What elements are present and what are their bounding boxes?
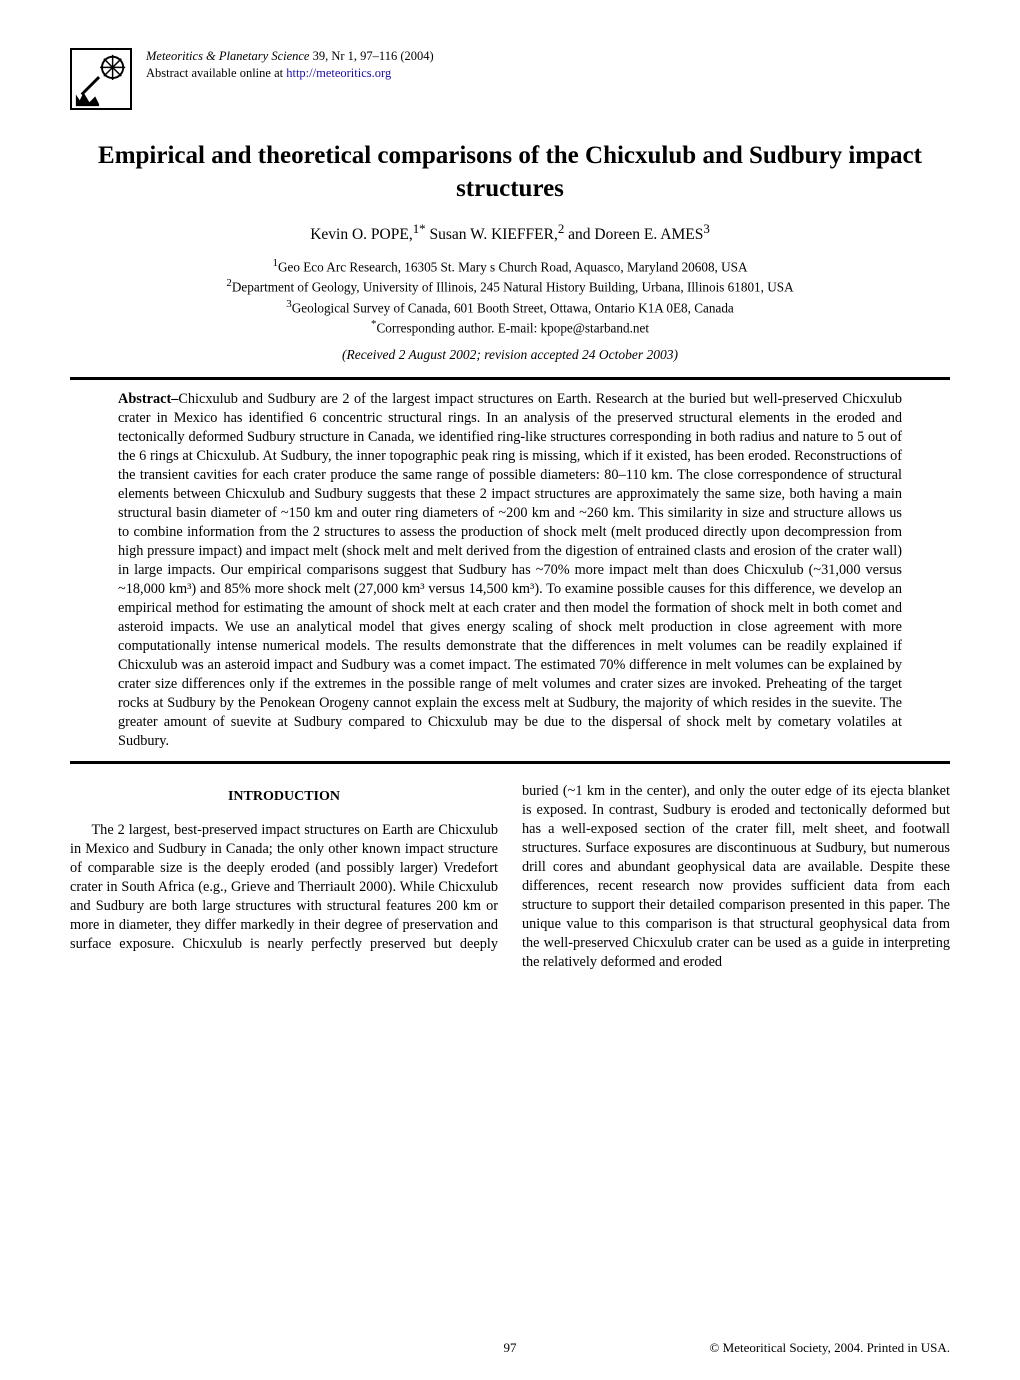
affiliation-2: Department of Geology, University of Ill… xyxy=(232,280,794,295)
affiliation-1: Geo Eco Arc Research, 16305 St. Mary s C… xyxy=(278,260,748,275)
journal-name: Meteoritics & Planetary Science xyxy=(146,49,309,63)
journal-citation: Meteoritics & Planetary Science 39, Nr 1… xyxy=(146,48,434,82)
paper-title: Empirical and theoretical comparisons of… xyxy=(70,140,950,205)
rule-divider xyxy=(70,377,950,380)
affiliation-3: Geological Survey of Canada, 601 Booth S… xyxy=(292,300,734,315)
abstract-label: Abstract– xyxy=(118,391,178,407)
abstract-block: Abstract–Chicxulub and Sudbury are 2 of … xyxy=(70,390,950,751)
journal-volume: 39, Nr 1, 97–116 (2004) xyxy=(313,49,434,63)
received-dates: (Received 2 August 2002; revision accept… xyxy=(70,347,950,363)
page-number: 97 xyxy=(504,1340,517,1356)
journal-logo xyxy=(70,48,132,110)
abstract-text: Chicxulub and Sudbury are 2 of the large… xyxy=(118,391,902,749)
intro-paragraph: The 2 largest, best-preserved impact str… xyxy=(70,782,950,972)
rule-divider xyxy=(70,761,950,764)
journal-url-link[interactable]: http://meteoritics.org xyxy=(286,66,391,80)
footer-copyright: © Meteoritical Society, 2004. Printed in… xyxy=(710,1340,950,1356)
abstract-availability: Abstract available online at xyxy=(146,66,286,80)
section-heading-introduction: INTRODUCTION xyxy=(70,788,498,807)
corresponding-author: Corresponding author. E-mail: kpope@star… xyxy=(376,320,649,335)
affiliations-block: 1Geo Eco Arc Research, 16305 St. Mary s … xyxy=(70,256,950,337)
author-list: Kevin O. POPE,1* Susan W. KIEFFER,2 and … xyxy=(70,221,950,244)
